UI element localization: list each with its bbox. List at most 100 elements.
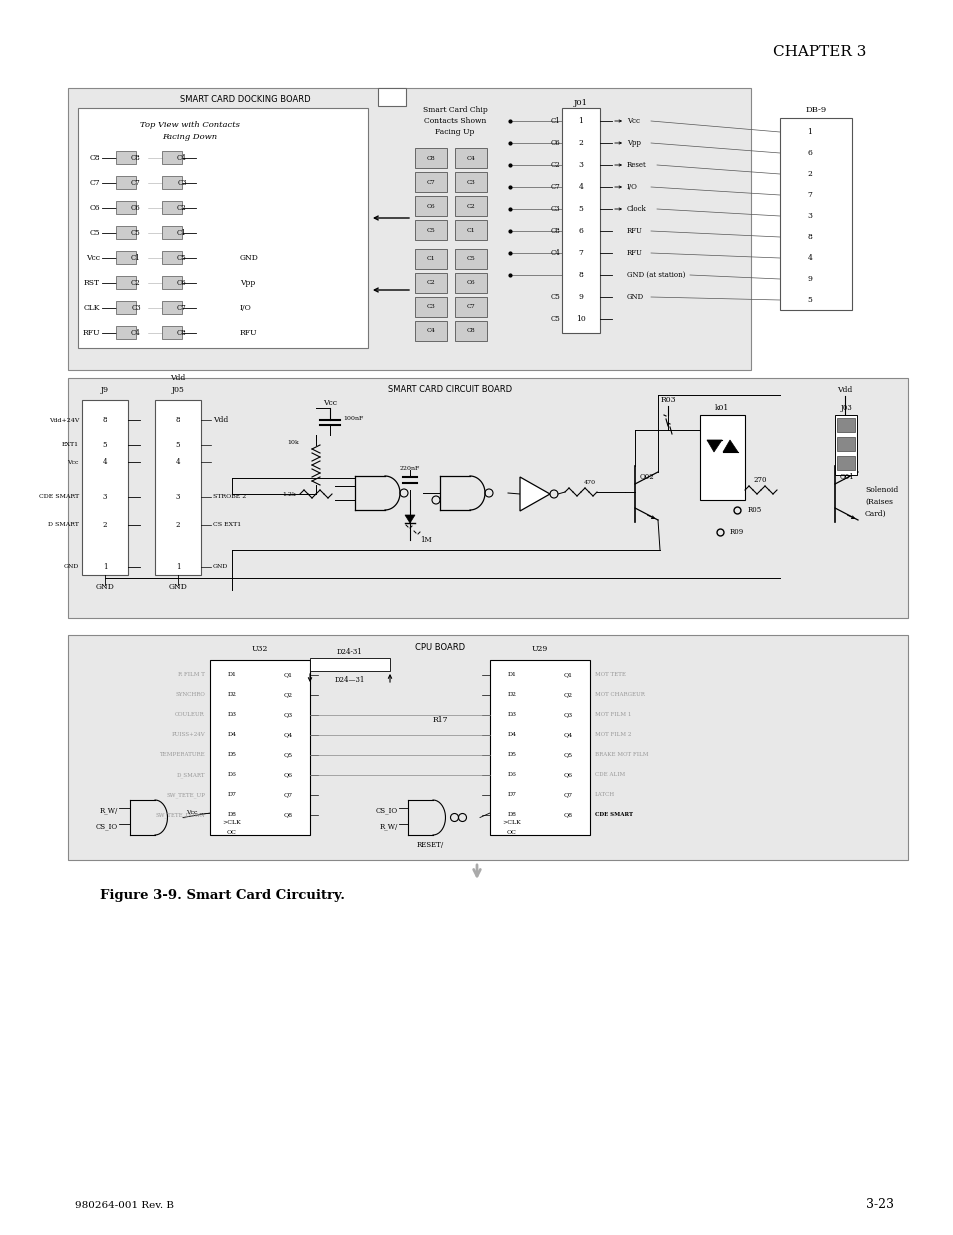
Text: 7: 7 — [807, 191, 812, 199]
Bar — [162, 301, 182, 314]
Text: EXT1: EXT1 — [62, 442, 79, 447]
Text: 5: 5 — [103, 441, 107, 450]
Text: CS_IO: CS_IO — [375, 806, 397, 814]
Text: C7: C7 — [177, 304, 187, 312]
Text: C8: C8 — [177, 329, 187, 337]
Text: C1: C1 — [550, 117, 559, 125]
Bar — [780, 119, 851, 310]
Text: C6: C6 — [90, 204, 100, 212]
Text: C3: C3 — [177, 179, 187, 186]
Text: Q01: Q01 — [840, 472, 854, 480]
Text: C3: C3 — [550, 205, 559, 212]
Bar — [561, 107, 599, 333]
Text: C1: C1 — [426, 257, 435, 262]
Text: Vcc: Vcc — [68, 459, 79, 464]
Bar — [68, 378, 907, 618]
Text: C8: C8 — [466, 329, 475, 333]
Text: Q1: Q1 — [563, 673, 572, 678]
Text: Q5: Q5 — [283, 752, 293, 757]
Text: PUISS+24V: PUISS+24V — [172, 732, 205, 737]
Bar — [68, 88, 750, 370]
Text: 10k: 10k — [287, 440, 298, 445]
Text: GND: GND — [64, 564, 79, 569]
Bar — [377, 88, 406, 106]
Bar — [455, 321, 486, 341]
Text: Q6: Q6 — [563, 773, 572, 778]
Text: Q1: Q1 — [283, 673, 293, 678]
Text: Vdd: Vdd — [171, 374, 186, 382]
Text: Q02: Q02 — [639, 472, 654, 480]
Text: C7: C7 — [90, 179, 100, 186]
Text: R17: R17 — [432, 716, 447, 724]
Text: C2: C2 — [466, 204, 475, 209]
Text: 3-23: 3-23 — [865, 1198, 893, 1212]
Text: C2: C2 — [426, 280, 435, 285]
Text: Card): Card) — [864, 510, 885, 517]
Text: SW_TETE_UP: SW_TETE_UP — [166, 792, 205, 798]
Bar — [415, 321, 447, 341]
Text: D5: D5 — [507, 752, 516, 757]
Bar — [455, 220, 486, 240]
Text: Q5: Q5 — [563, 752, 572, 757]
Text: 5: 5 — [175, 441, 180, 450]
Text: 100nF: 100nF — [343, 415, 363, 420]
Text: 1.2k: 1.2k — [282, 492, 295, 496]
Polygon shape — [706, 440, 721, 452]
Text: 9: 9 — [578, 293, 583, 301]
Text: Solenoid: Solenoid — [864, 487, 898, 494]
Text: CS EXT1: CS EXT1 — [213, 522, 241, 527]
Text: 2: 2 — [175, 521, 180, 529]
Text: I/O: I/O — [626, 183, 638, 191]
Text: C2: C2 — [550, 161, 559, 169]
Text: Reset: Reset — [626, 161, 646, 169]
Text: 2: 2 — [807, 170, 812, 178]
Text: SW_TETE_DOWN: SW_TETE_DOWN — [155, 813, 205, 818]
Text: D7: D7 — [507, 793, 516, 798]
Bar — [154, 400, 201, 576]
Text: R_W/: R_W/ — [99, 806, 118, 814]
Text: 4: 4 — [807, 254, 812, 262]
Text: 4: 4 — [578, 183, 583, 191]
Text: GND: GND — [626, 293, 643, 301]
Bar — [455, 172, 486, 191]
Text: CHAPTER 3: CHAPTER 3 — [773, 44, 865, 59]
Text: OC: OC — [227, 830, 236, 835]
Text: 470: 470 — [583, 480, 596, 485]
Bar — [162, 326, 182, 338]
Text: C6: C6 — [550, 140, 559, 147]
Text: D4: D4 — [507, 732, 516, 737]
Bar — [162, 177, 182, 189]
Text: D7: D7 — [227, 793, 236, 798]
Bar — [162, 226, 182, 240]
Text: >CLK: >CLK — [222, 820, 241, 825]
Text: U29: U29 — [532, 645, 548, 653]
Text: Top View with Contacts: Top View with Contacts — [140, 121, 240, 128]
Text: D1: D1 — [227, 673, 236, 678]
Text: GND (at station): GND (at station) — [626, 270, 684, 279]
Bar — [415, 273, 447, 293]
Text: SMART CARD CIRCUIT BOARD: SMART CARD CIRCUIT BOARD — [388, 385, 512, 394]
Bar — [116, 151, 136, 164]
Text: 2: 2 — [578, 140, 583, 147]
Text: C6: C6 — [177, 279, 187, 287]
Bar — [116, 177, 136, 189]
Text: Vdd: Vdd — [213, 416, 228, 424]
Bar — [836, 456, 854, 471]
Text: R_W/: R_W/ — [379, 823, 397, 830]
Text: Vpp: Vpp — [240, 279, 255, 287]
Bar — [310, 658, 390, 671]
Text: C5: C5 — [131, 228, 141, 237]
Text: D24—31: D24—31 — [335, 676, 365, 684]
Text: C5: C5 — [177, 254, 187, 262]
Text: 980264-001 Rev. B: 980264-001 Rev. B — [75, 1200, 173, 1209]
Text: SMART CARD DOCKING BOARD: SMART CARD DOCKING BOARD — [179, 95, 310, 105]
Text: Vcc: Vcc — [323, 399, 336, 408]
Text: C3: C3 — [466, 179, 475, 184]
Text: MOT CHARGEUR: MOT CHARGEUR — [595, 693, 644, 698]
Text: RFU: RFU — [626, 227, 642, 235]
Text: C5: C5 — [550, 293, 559, 301]
Text: U32: U32 — [252, 645, 268, 653]
Text: 5: 5 — [807, 296, 812, 304]
Text: C2: C2 — [177, 204, 187, 212]
Text: C8: C8 — [426, 156, 435, 161]
